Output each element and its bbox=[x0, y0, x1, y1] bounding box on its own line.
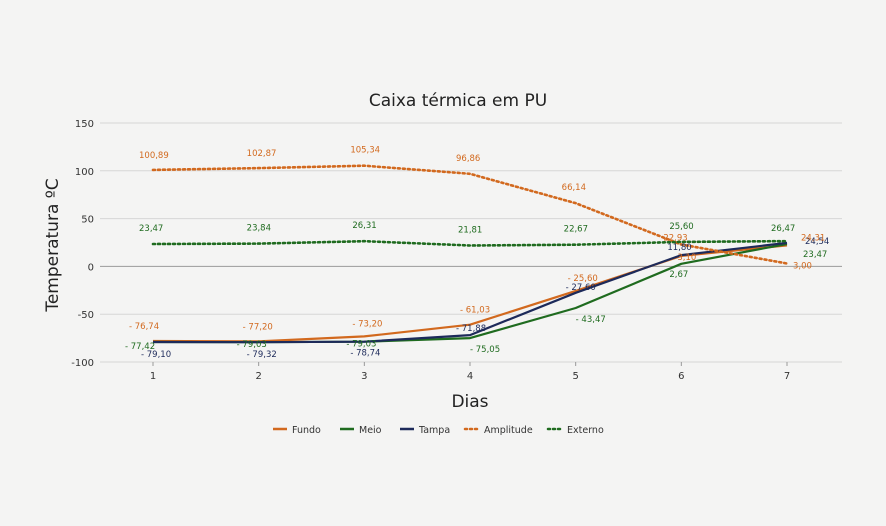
y-tick-label: 100 bbox=[75, 167, 94, 178]
data-label: - 76,74 bbox=[129, 322, 159, 332]
y-tick-label: -50 bbox=[78, 310, 94, 321]
data-label: 102,87 bbox=[247, 149, 277, 159]
data-label: 11,80 bbox=[667, 243, 691, 253]
data-label: - 77,20 bbox=[243, 322, 273, 332]
data-label: 2,67 bbox=[669, 270, 688, 280]
data-label: 3,10 bbox=[677, 253, 696, 263]
data-label: 25,60 bbox=[669, 222, 693, 232]
x-tick-label: 1 bbox=[150, 371, 156, 382]
data-label: - 71,88 bbox=[456, 324, 486, 334]
x-tick-label: 2 bbox=[255, 371, 261, 382]
y-axis-label: Temperatura ºC bbox=[43, 178, 63, 312]
chart-title: Caixa térmica em PU bbox=[369, 91, 547, 111]
x-tick-labels: 1 2 3 4 5 6 7 bbox=[150, 371, 790, 382]
data-label: - 77,42 bbox=[125, 342, 155, 352]
data-label: - 79,10 bbox=[141, 350, 171, 360]
data-label: - 79,03 bbox=[237, 340, 267, 350]
data-label: - 78,74 bbox=[350, 349, 380, 359]
series-line-externo bbox=[151, 239, 789, 247]
legend-label-tampa: Tampa bbox=[418, 425, 450, 436]
data-label: 3,00 bbox=[793, 262, 812, 272]
data-label: - 25,60 bbox=[568, 274, 598, 284]
data-label: 24,54 bbox=[805, 237, 829, 247]
legend-label-externo: Externo bbox=[567, 425, 604, 436]
data-label: - 73,20 bbox=[352, 319, 382, 329]
series-lines bbox=[151, 164, 789, 344]
legend-label-amplitude: Amplitude bbox=[484, 425, 533, 436]
series-line-tampa bbox=[152, 241, 788, 344]
data-label: 96,86 bbox=[456, 154, 480, 164]
data-label: 21,81 bbox=[458, 226, 482, 236]
data-labels: - 76,74 - 77,20 - 73,20 - 61,03 - 25,60 - 77,… bbox=[125, 146, 829, 361]
legend: Fundo Meio Tampa Amplitude Externo bbox=[273, 425, 604, 436]
data-label: 66,14 bbox=[562, 183, 586, 193]
data-label: 23,84 bbox=[247, 224, 271, 234]
x-tick-label: 4 bbox=[467, 371, 473, 382]
y-tick-label: -100 bbox=[71, 358, 94, 369]
grid bbox=[100, 122, 842, 366]
data-label: 22,67 bbox=[564, 225, 588, 235]
x-tick-label: 7 bbox=[784, 371, 790, 382]
data-label: 26,31 bbox=[352, 221, 376, 231]
data-label: 23,47 bbox=[803, 250, 827, 260]
y-tick-labels: -100 -50 0 50 100 150 bbox=[71, 119, 94, 369]
x-tick-label: 3 bbox=[361, 371, 367, 382]
x-tick-label: 6 bbox=[678, 371, 684, 382]
y-tick-label: 50 bbox=[81, 215, 94, 226]
data-label: 24,31 bbox=[801, 233, 825, 243]
data-label: 22,93 bbox=[663, 233, 687, 243]
data-label: - 43,47 bbox=[576, 315, 606, 325]
y-tick-label: 0 bbox=[88, 262, 94, 273]
data-label: - 27,60 bbox=[566, 283, 596, 293]
x-tick-label: 5 bbox=[572, 371, 578, 382]
legend-label-fundo: Fundo bbox=[292, 425, 321, 436]
series-line-amplitude bbox=[151, 164, 789, 265]
data-label: - 79,32 bbox=[247, 350, 277, 360]
data-label: - 79,03 bbox=[346, 340, 376, 350]
data-label: - 61,03 bbox=[460, 306, 490, 316]
x-axis-label: Dias bbox=[451, 392, 488, 412]
data-label: - 75,05 bbox=[470, 345, 500, 355]
data-label: 105,34 bbox=[350, 146, 380, 156]
data-label: 26,47 bbox=[771, 224, 795, 234]
y-tick-label: 150 bbox=[75, 119, 94, 130]
data-label: 23,47 bbox=[139, 224, 163, 234]
legend-label-meio: Meio bbox=[359, 425, 382, 436]
data-label: 100,89 bbox=[139, 151, 169, 161]
